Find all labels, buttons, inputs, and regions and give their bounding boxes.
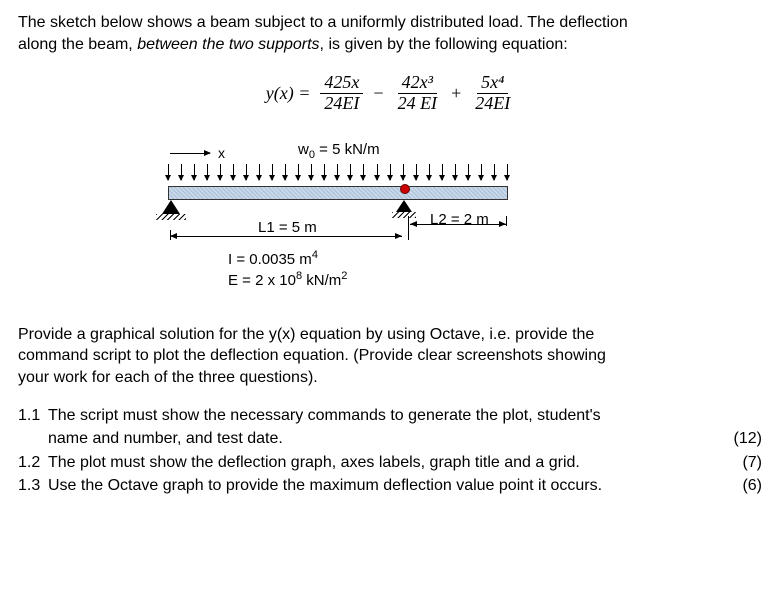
ground-hatch-left [156, 214, 186, 220]
roller-support-icon [396, 200, 412, 212]
eq-lhs: y(x) = [266, 81, 311, 105]
eq-plus: + [451, 81, 461, 105]
roller-pin-icon [400, 184, 410, 194]
l1-dimension-line [170, 236, 402, 237]
question-1-2: 1.2 The plot must show the deflection gr… [18, 452, 762, 474]
x-axis-arrow: x [170, 144, 225, 163]
intro-emphasis: between the two supports [137, 36, 319, 53]
intro-line2a: along the beam, [18, 36, 137, 53]
question-1-1: 1.1 The script must show the necessary c… [18, 405, 762, 427]
pin-support-icon [162, 200, 180, 214]
deflection-equation: y(x) = 425x 24EI − 42x³ 24 EI + 5x⁴ 24EI [18, 73, 762, 114]
question-1-3: 1.3 Use the Octave graph to provide the … [18, 475, 762, 497]
marks-1-3: (6) [724, 475, 762, 497]
intro-line1: The sketch below shows a beam subject to… [18, 14, 628, 31]
eq-term3: 5x⁴ 24EI [471, 73, 514, 114]
intro-line2c: , is given by the following equation: [320, 36, 568, 53]
ground-hatch-right [392, 212, 416, 218]
marks-1-1: (12) [724, 428, 762, 450]
question-1-1-cont: name and number, and test date. (12) [18, 428, 762, 450]
beam-diagram: x w0 = 5 kN/m L1 = 5 m L2 = 2 m I = 0.00… [148, 134, 528, 304]
eq-term1: 425x 24EI [320, 73, 363, 114]
beam-properties: I = 0.0035 m4 E = 2 x 108 kN/m2 [228, 248, 347, 291]
intro-text: The sketch below shows a beam subject to… [18, 12, 762, 55]
beam-body [168, 186, 508, 200]
eq-term2: 42x³ 24 EI [394, 73, 442, 114]
question-list: 1.1 The script must show the necessary c… [18, 405, 762, 497]
distributed-load-arrows [168, 164, 508, 186]
eq-minus: − [373, 81, 383, 105]
question-paragraph: Provide a graphical solution for the y(x… [18, 324, 762, 389]
l2-dimension-line [410, 224, 506, 225]
marks-1-2: (7) [724, 452, 762, 474]
l2-label: L2 = 2 m [430, 210, 489, 230]
load-label: w0 = 5 kN/m [298, 140, 380, 163]
